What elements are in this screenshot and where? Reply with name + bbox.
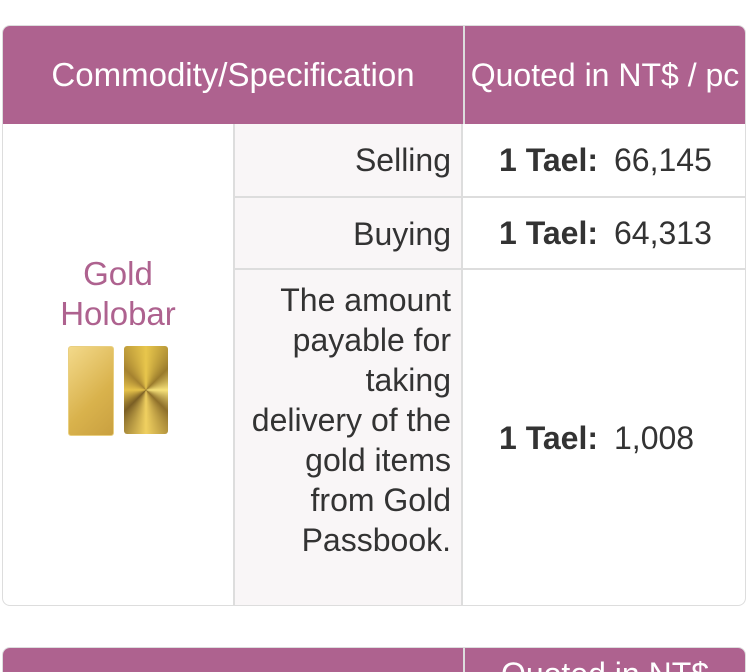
value-delivery: 1 Tael: 1,008 [463,268,745,605]
header-quote: Quoted in NT$ / pc [470,57,740,93]
price-value: 1,008 [614,419,695,456]
spec-delivery: The amount payable for taking delivery o… [233,268,463,605]
table-header: Quoted in NT$ [3,648,745,672]
table-header: Commodity/Specification Quoted in NT$ / … [3,26,745,124]
price-table: Commodity/Specification Quoted in NT$ / … [2,25,746,606]
header-quote: Quoted in NT$ [465,648,745,672]
value-selling: 1 Tael: 66,145 [463,124,745,196]
commodity-name: Gold Holobar [60,255,176,332]
unit-label: 1 Tael: [499,419,598,456]
gold-holobar-image [68,346,168,436]
gold-bar-front-image [68,346,114,436]
price-value: 66,145 [614,142,712,178]
price-table-2: Quoted in NT$ [2,647,746,672]
gold-bar-hologram-image [124,346,168,434]
header-commodity [3,648,465,672]
price-value: 64,313 [614,215,712,251]
spec-selling: Selling [233,124,463,196]
header-commodity: Commodity/Specification [3,26,465,124]
value-buying: 1 Tael: 64,313 [463,196,745,268]
spec-buying: Buying [233,196,463,268]
unit-label: 1 Tael: [499,215,598,251]
unit-label: 1 Tael: [499,142,598,178]
commodity-cell: Gold Holobar [3,124,233,605]
